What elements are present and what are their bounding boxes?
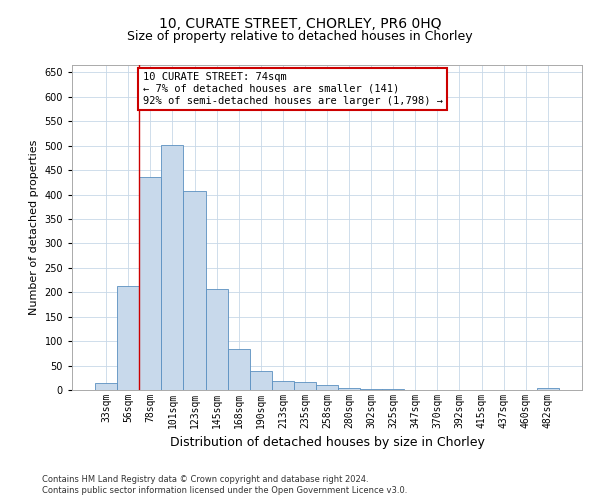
Bar xyxy=(95,382,117,390)
Text: Contains public sector information licensed under the Open Government Licence v3: Contains public sector information licen… xyxy=(42,486,407,495)
Bar xyxy=(338,388,360,390)
Bar xyxy=(272,381,294,390)
Bar xyxy=(250,372,272,390)
Bar xyxy=(227,350,250,390)
Text: 10, CURATE STREET, CHORLEY, PR6 0HQ: 10, CURATE STREET, CHORLEY, PR6 0HQ xyxy=(159,18,441,32)
Bar xyxy=(360,388,382,390)
X-axis label: Distribution of detached houses by size in Chorley: Distribution of detached houses by size … xyxy=(170,436,484,450)
Text: Contains HM Land Registry data © Crown copyright and database right 2024.: Contains HM Land Registry data © Crown c… xyxy=(42,475,368,484)
Bar xyxy=(161,144,184,390)
Bar xyxy=(294,382,316,390)
Text: Size of property relative to detached houses in Chorley: Size of property relative to detached ho… xyxy=(127,30,473,43)
Bar xyxy=(139,178,161,390)
Text: 10 CURATE STREET: 74sqm
← 7% of detached houses are smaller (141)
92% of semi-de: 10 CURATE STREET: 74sqm ← 7% of detached… xyxy=(143,72,443,106)
Bar xyxy=(184,190,206,390)
Bar xyxy=(117,286,139,390)
Bar xyxy=(537,388,559,390)
Y-axis label: Number of detached properties: Number of detached properties xyxy=(29,140,39,315)
Bar xyxy=(382,389,404,390)
Bar xyxy=(206,289,227,390)
Bar xyxy=(316,385,338,390)
